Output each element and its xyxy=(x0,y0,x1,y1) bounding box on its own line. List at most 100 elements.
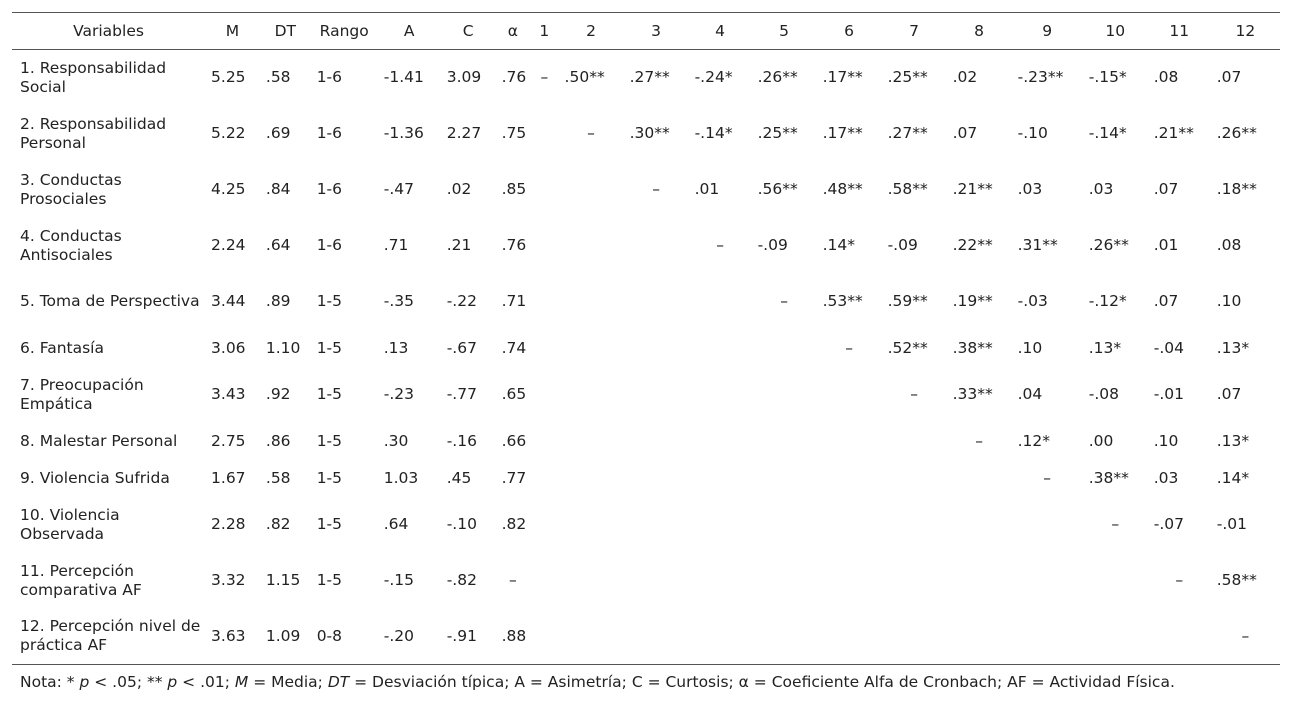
table-cell xyxy=(559,423,624,460)
table-row: 3. Conductas Prosociales 4.25 .84 1-6 -.47 .0… xyxy=(12,162,1280,218)
table-cell xyxy=(1011,608,1083,665)
table-cell: .77 xyxy=(501,468,527,487)
table-cell xyxy=(881,608,947,665)
table-cell: – xyxy=(1175,571,1184,589)
table-cell: -.24* xyxy=(694,68,733,87)
variable-name-cell: 4. Conductas Antisociales xyxy=(20,226,122,264)
table-cell: -.10 xyxy=(1017,124,1048,142)
variable-name-cell: 6. Fantasía xyxy=(20,338,104,357)
table-cell: -.03 xyxy=(1017,292,1048,310)
table-cell xyxy=(559,497,624,553)
table-cell: 1-6 xyxy=(316,68,343,87)
table-row: 8. Malestar Personal 2.75 .86 1-5 .30 -.16 .66… xyxy=(12,423,1280,460)
table-cell xyxy=(623,608,689,665)
column-header: 4 xyxy=(688,12,752,50)
table-cell: 4.25 xyxy=(211,180,246,198)
table-cell xyxy=(817,553,882,609)
table-cell xyxy=(530,423,558,460)
table-cell: 1-6 xyxy=(316,124,343,142)
table-cell xyxy=(624,423,689,460)
table-cell: .76 xyxy=(501,68,527,87)
table-cell: .74 xyxy=(501,338,527,357)
table-cell: .75 xyxy=(501,124,527,142)
note-p-symbol: p xyxy=(167,673,178,691)
column-header: 9 xyxy=(1011,12,1083,50)
table-cell: 1-5 xyxy=(316,338,343,357)
table-cell: .38** xyxy=(952,338,993,357)
table-cell: 1-5 xyxy=(316,385,343,403)
table-cell: .64 xyxy=(383,515,409,533)
table-cell xyxy=(816,608,882,665)
table-row: 6. Fantasía 3.06 1.10 1-5 .13 -.67 .74 – .52** .3… xyxy=(12,330,1280,367)
table-cell: -.12* xyxy=(1088,292,1127,310)
table-cell xyxy=(1147,608,1211,665)
table-cell: -.67 xyxy=(446,338,477,357)
table-cell: .82 xyxy=(265,515,291,533)
note-text: = Media; xyxy=(248,673,328,691)
table-cell: .07 xyxy=(952,124,978,142)
table-cell: -.91 xyxy=(440,608,496,665)
table-cell: .89 xyxy=(265,292,291,310)
table-cell: .17** xyxy=(822,68,863,87)
column-header: α xyxy=(495,12,531,50)
table-cell xyxy=(882,553,947,609)
table-cell: 1.15 xyxy=(265,571,301,589)
table-cell: -.22 xyxy=(446,292,477,310)
table-cell: – xyxy=(652,180,660,198)
table-cell xyxy=(882,423,947,460)
table-row: 4. Conductas Antisociales 2.24 .64 1-6 .71 .2… xyxy=(12,218,1280,274)
table-cell: – xyxy=(780,292,788,310)
table-cell xyxy=(559,367,624,423)
table-cell: -.01 xyxy=(1216,515,1247,533)
table-cell: .21** xyxy=(1153,124,1194,142)
table-cell: 1.67 xyxy=(211,468,246,487)
table-cell: 1-5 xyxy=(316,468,343,487)
note-text: = Desviación típica; A = Asimetría; C = … xyxy=(349,673,1175,691)
table-cell: 3.06 xyxy=(211,338,246,357)
table-cell: .13* xyxy=(1088,338,1122,357)
table-cell: -.07 xyxy=(1153,515,1184,533)
table-cell: .53** xyxy=(822,292,863,310)
table-cell xyxy=(752,367,817,423)
table-cell: .10 xyxy=(1017,338,1043,357)
table-cell: -.09 xyxy=(887,236,918,254)
table-cell: -.23 xyxy=(383,385,414,403)
table-cell: .21** xyxy=(952,180,993,198)
table-cell: .14* xyxy=(1216,468,1250,487)
table-cell xyxy=(689,423,752,460)
table-cell: – xyxy=(1043,468,1052,487)
column-header: 3 xyxy=(623,12,689,50)
table-cell: .12* xyxy=(1017,431,1051,450)
table-cell xyxy=(946,608,1012,665)
table-row: 12. Percepción nivel de práctica AF 3.63 1… xyxy=(12,608,1280,665)
table-cell: .52** xyxy=(887,338,928,357)
table-cell: -.20 xyxy=(377,608,441,665)
table-cell xyxy=(559,460,624,497)
table-cell xyxy=(817,423,882,460)
column-header: M xyxy=(205,12,260,50)
table-cell: – xyxy=(587,124,595,142)
table-cell: 1-6 xyxy=(316,180,343,198)
table-cell: .88 xyxy=(495,608,531,665)
table-cell: 1-5 xyxy=(316,292,343,310)
table-cell: .45 xyxy=(446,468,472,487)
table-cell: -.23** xyxy=(1017,68,1064,87)
table-cell xyxy=(751,608,817,665)
table-cell xyxy=(817,367,882,423)
table-cell xyxy=(947,553,1012,609)
table-cell: .59** xyxy=(887,292,928,310)
table-cell xyxy=(530,497,558,553)
table-cell: .25** xyxy=(757,124,798,142)
table-cell: .50** xyxy=(564,68,605,87)
column-header: 5 xyxy=(751,12,817,50)
table-cell: .26** xyxy=(757,68,798,87)
table-cell: 5.22 xyxy=(211,124,246,142)
table-cell xyxy=(624,218,689,274)
table-cell: .76 xyxy=(501,236,527,254)
note-prefix: Nota: * xyxy=(20,673,80,691)
variable-name-cell: 2. Responsabilidad Personal xyxy=(20,114,167,152)
variable-name-cell: 11. Percepción comparativa AF xyxy=(20,561,142,599)
table-cell: .04 xyxy=(1017,385,1043,403)
variable-name-cell: 10. Violencia Observada xyxy=(20,505,120,543)
